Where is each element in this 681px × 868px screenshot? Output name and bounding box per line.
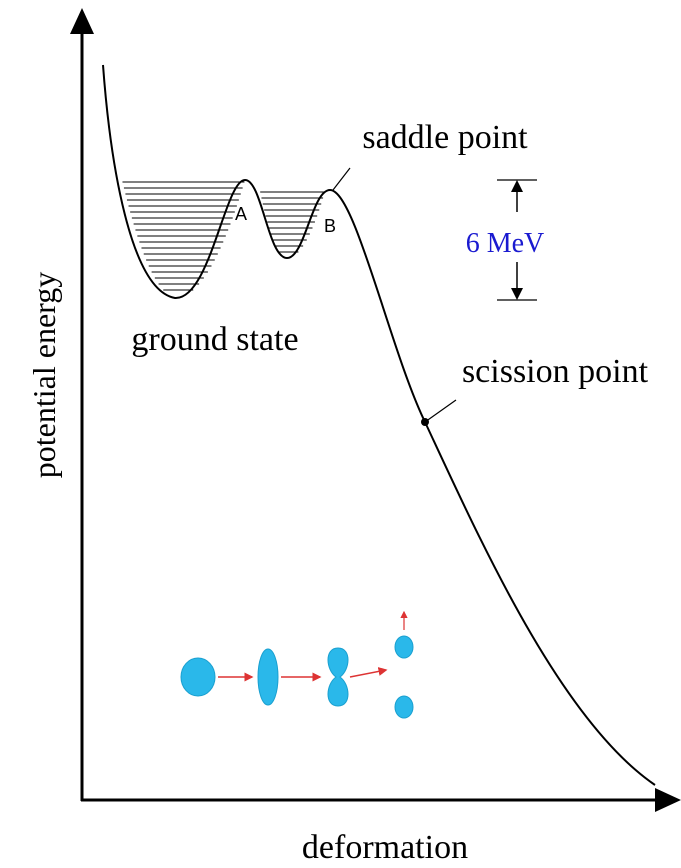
y-axis-label: potential energy [26, 272, 62, 478]
ground-label: ground state [131, 321, 298, 358]
scission-label: scission point [462, 353, 649, 390]
leader-line [332, 167, 351, 191]
x-axis-label: deformation [302, 829, 468, 866]
x-axis-arrow [655, 788, 681, 812]
fission-shapes [180, 610, 414, 719]
saddle-label: saddle point [362, 119, 528, 156]
potential-curve [102, 64, 656, 786]
barrier-label: A [235, 204, 247, 224]
energy-gap-label: 6 MeV [466, 228, 545, 259]
energy-levels [122, 181, 325, 291]
barrier-label: B [324, 216, 336, 236]
leader-line [424, 399, 457, 423]
y-axis-arrow [70, 8, 94, 34]
scission-dot [421, 418, 429, 426]
